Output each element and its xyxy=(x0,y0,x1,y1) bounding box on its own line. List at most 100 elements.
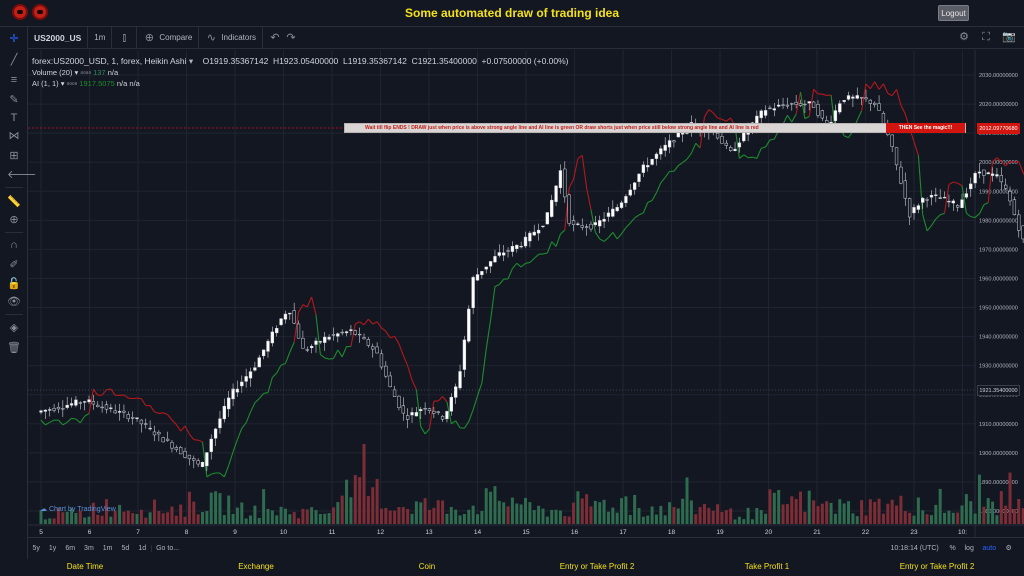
ai-line-segment xyxy=(188,433,195,440)
price-chart[interactable]: 2030.000000002020.000000002010.000000002… xyxy=(0,27,1024,537)
clock[interactable]: 10:18:14 (UTC) xyxy=(890,544,939,552)
ruler-icon[interactable]: 📏 xyxy=(7,196,21,208)
indicators-button[interactable]: ∿ Indicators xyxy=(199,26,263,49)
ai-line-segment xyxy=(79,415,86,424)
crosshair-icon[interactable]: ✛ xyxy=(9,33,19,45)
ai-line-segment xyxy=(232,439,238,453)
volume-bar xyxy=(375,478,379,524)
volume-bar xyxy=(222,515,226,524)
candle-body xyxy=(152,431,157,436)
ai-line-segment xyxy=(407,365,413,381)
range-1y[interactable]: 1y xyxy=(48,544,57,552)
redo-icon[interactable]: ↷ xyxy=(286,31,296,44)
volume-bar xyxy=(109,516,113,524)
legend-ai: AI (1, 1) ▾ ▫▫▫▫ 1917.5075 n/a n/a xyxy=(32,79,140,88)
compare-button[interactable]: ⊕ Compare xyxy=(137,26,200,49)
ai-line-segment xyxy=(45,421,51,426)
fullscreen-icon[interactable]: ⛶ xyxy=(982,31,990,43)
candle-body xyxy=(868,99,873,104)
logo-icon[interactable] xyxy=(12,4,28,20)
watermark-text: Chart by TradingView xyxy=(48,506,116,513)
legend-low: L1919.35367142 xyxy=(343,56,407,66)
candle-body xyxy=(244,376,248,382)
auto-toggle[interactable]: auto xyxy=(982,544,997,552)
ai-line-segment xyxy=(494,283,500,288)
ai-line-segment xyxy=(677,162,683,167)
chart-style-button[interactable]: ⫾ xyxy=(112,26,138,49)
ai-line-segment xyxy=(560,229,566,235)
range-5d[interactable]: 5d xyxy=(121,544,130,552)
log-toggle[interactable]: log xyxy=(964,544,974,552)
footer-coin: Coin xyxy=(418,562,436,571)
volume-bar xyxy=(292,512,296,524)
ai-line-segment xyxy=(363,318,369,326)
ai-line-segment xyxy=(743,154,749,159)
symbol-search[interactable]: US2000_US xyxy=(28,26,89,49)
volume-bar xyxy=(353,475,357,524)
volume-bar xyxy=(43,519,47,524)
range-1d[interactable]: 1d xyxy=(138,544,147,552)
ai-line-segment xyxy=(451,420,456,425)
ai-line-segment xyxy=(219,472,225,478)
candle-body xyxy=(676,132,680,138)
candle-body xyxy=(632,182,637,190)
pattern-icon[interactable]: ⋈ xyxy=(8,130,20,142)
ai-line-segment xyxy=(476,382,483,397)
goto-button[interactable]: Go to... xyxy=(150,544,184,552)
settings-icon[interactable]: ⚙ xyxy=(959,31,969,43)
undo-icon[interactable]: ↶ xyxy=(270,31,280,44)
brush-icon[interactable]: ✎ xyxy=(9,94,19,106)
candle-body xyxy=(96,404,100,407)
lock-drawing-icon[interactable]: ✐ xyxy=(9,259,19,271)
volume-bar xyxy=(589,506,593,524)
volume-bar xyxy=(401,507,405,524)
prediction-icon[interactable]: ⊞ xyxy=(9,150,19,162)
candle-body xyxy=(449,397,453,412)
range-3m[interactable]: 3m xyxy=(84,544,94,552)
range-1m[interactable]: 1m xyxy=(102,544,113,552)
fib-icon[interactable]: ≡ xyxy=(10,74,18,86)
trendline-icon[interactable]: ╱ xyxy=(10,54,18,66)
layers-icon[interactable]: ◈ xyxy=(9,322,19,334)
candle-body xyxy=(104,404,109,410)
candle-body xyxy=(956,205,960,208)
ai-line-segment xyxy=(463,421,470,429)
ai-line-segment xyxy=(568,179,575,189)
ai-line-segment xyxy=(498,278,505,285)
candle-body xyxy=(894,147,899,166)
ai-line-segment xyxy=(84,412,90,417)
candle-body xyxy=(733,148,737,151)
volume-bar xyxy=(554,509,558,524)
camera-icon[interactable]: 📷 xyxy=(1002,31,1016,43)
text-icon[interactable]: T xyxy=(10,112,18,124)
trash-icon[interactable]: 🗑 xyxy=(7,342,21,354)
interval-button[interactable]: 1m xyxy=(88,26,113,49)
volume-bar xyxy=(174,515,178,524)
volume-bar xyxy=(52,518,56,524)
watermark[interactable]: ☁ Chart by TradingView xyxy=(40,505,116,513)
magnet-icon[interactable]: ∩ xyxy=(10,239,18,251)
footer-tp1: Take Profit 1 xyxy=(744,562,790,571)
candle-body xyxy=(593,222,598,225)
ai-line-segment xyxy=(520,262,526,268)
candle-body xyxy=(851,96,855,99)
zoom-icon[interactable]: ⊕ xyxy=(9,214,19,226)
candle-body xyxy=(384,365,388,377)
volume-bar xyxy=(816,506,820,524)
volume-label[interactable]: Volume (20) xyxy=(32,68,73,77)
volume-bar xyxy=(148,512,152,524)
logout-button[interactable]: Logout xyxy=(938,5,969,21)
eye-icon[interactable]: 👁 xyxy=(7,296,21,308)
ai-label[interactable]: AI (1, 1) xyxy=(32,79,59,88)
lock-icon[interactable]: 🔓 xyxy=(7,278,21,290)
percent-toggle[interactable]: % xyxy=(949,544,956,552)
indicators-icon: ∿ xyxy=(206,31,216,44)
range-6m[interactable]: 6m xyxy=(65,544,76,552)
candle-body xyxy=(759,110,763,119)
settings-icon[interactable]: ⚙ xyxy=(1005,545,1012,552)
logo-icon[interactable] xyxy=(32,4,48,20)
ai-line-segment xyxy=(638,212,644,216)
volume-bar xyxy=(558,510,562,524)
range-5y[interactable]: 5y xyxy=(32,544,40,552)
legend-title[interactable]: forex:US2000_USD, 1, forex, Heikin Ashi xyxy=(32,56,187,66)
